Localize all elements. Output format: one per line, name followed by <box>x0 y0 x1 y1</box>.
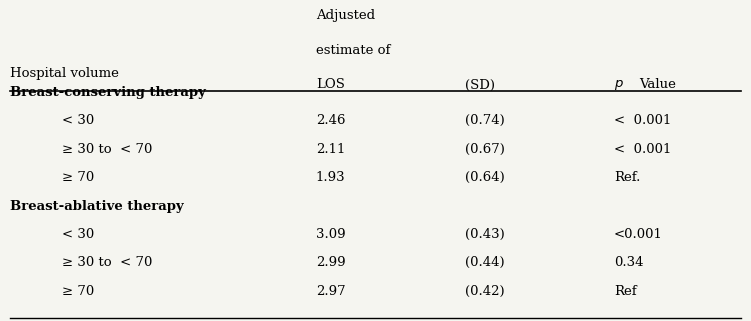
Text: <  0.001: < 0.001 <box>614 143 671 156</box>
Text: ≥ 70: ≥ 70 <box>62 285 95 298</box>
Text: 2.99: 2.99 <box>316 256 345 269</box>
Text: (SD): (SD) <box>465 78 495 91</box>
Text: Breast-conserving therapy: Breast-conserving therapy <box>11 86 206 99</box>
Text: (0.64): (0.64) <box>465 171 505 184</box>
Text: LOS: LOS <box>316 78 345 91</box>
Text: $p$: $p$ <box>614 78 624 92</box>
Text: (0.67): (0.67) <box>465 143 505 156</box>
Text: < 30: < 30 <box>62 228 95 241</box>
Text: <0.001: <0.001 <box>614 228 663 241</box>
Text: 2.11: 2.11 <box>316 143 345 156</box>
Text: Ref: Ref <box>614 285 637 298</box>
Text: Adjusted: Adjusted <box>316 9 375 22</box>
Text: Value: Value <box>638 78 675 91</box>
Text: Ref.: Ref. <box>614 171 641 184</box>
Text: ≥ 30 to  < 70: ≥ 30 to < 70 <box>62 143 152 156</box>
Text: < 30: < 30 <box>62 114 95 127</box>
Text: 3.09: 3.09 <box>316 228 345 241</box>
Text: (0.44): (0.44) <box>465 256 505 269</box>
Text: 2.97: 2.97 <box>316 285 345 298</box>
Text: ≥ 30 to  < 70: ≥ 30 to < 70 <box>62 256 152 269</box>
Text: (0.42): (0.42) <box>465 285 505 298</box>
Text: Hospital volume: Hospital volume <box>11 67 119 80</box>
Text: estimate of: estimate of <box>316 44 391 57</box>
Text: 0.34: 0.34 <box>614 256 644 269</box>
Text: Breast-ablative therapy: Breast-ablative therapy <box>11 200 184 213</box>
Text: 1.93: 1.93 <box>316 171 345 184</box>
Text: <  0.001: < 0.001 <box>614 114 671 127</box>
Text: (0.43): (0.43) <box>465 228 505 241</box>
Text: (0.74): (0.74) <box>465 114 505 127</box>
Text: 2.46: 2.46 <box>316 114 345 127</box>
Text: ≥ 70: ≥ 70 <box>62 171 95 184</box>
